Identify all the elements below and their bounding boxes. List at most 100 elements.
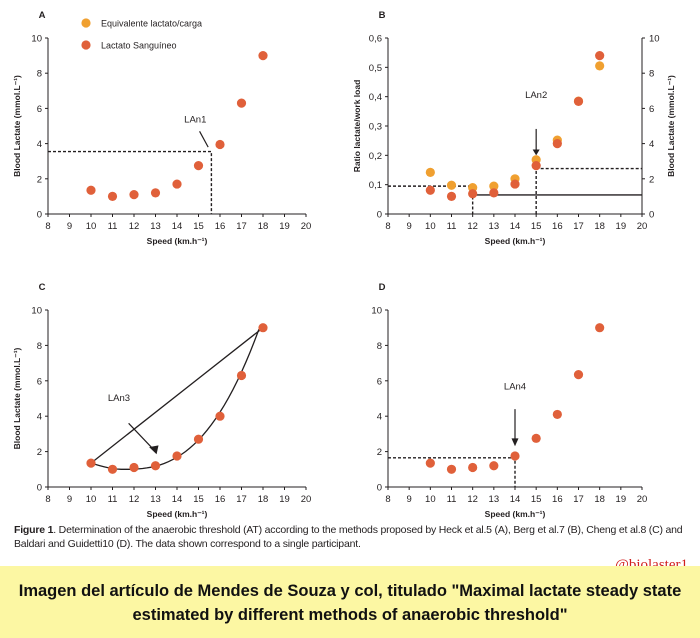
x-tick-label: 10 [425,494,436,505]
x-tick-label: 18 [594,221,605,232]
y-tick-label: 4 [37,412,42,423]
x-tick-label: 8 [45,494,50,505]
y2-tick-label: 4 [649,139,654,150]
y-tick-label: 0 [377,483,382,494]
x-tick-label: 8 [385,221,390,232]
x-tick-label: 16 [552,221,563,232]
legend-marker-orange [81,18,91,28]
y-tick-label: 6 [37,104,42,115]
data-point-red [129,462,139,473]
x-tick-label: 11 [108,494,118,505]
data-point-red [510,451,520,461]
x-tick-label: 14 [172,494,183,505]
annotation-label: LAn1 [184,114,206,125]
figure: A 8 9 10 11 12 13 14 15 16 17 18 19 20 0 2 4 6 8 10 Speed (k… [12,10,676,519]
x-tick-label: 18 [594,494,605,505]
data-point-orange [425,167,435,177]
y-tick-label: 0,2 [369,151,382,162]
data-point-red [446,464,457,474]
y-tick-label: 4 [37,139,42,150]
y2-tick-label: 2 [649,174,654,185]
x-tick-label: 10 [86,494,97,505]
panel-label: C [39,282,46,293]
chord-line [90,327,264,464]
data-point-red [595,51,605,61]
y-tick-label: 0,4 [369,92,382,103]
x-tick-label: 20 [637,494,648,505]
data-point-orange [595,61,605,71]
annotation-label: LAn3 [108,393,130,404]
y2-tick-label: 10 [649,34,660,45]
figure-caption: Figure 1. Determination of the anaerobic… [14,523,694,551]
x-tick-label: 8 [45,221,50,232]
caption-label: Figure 1 [14,524,54,536]
data-point-red [573,370,584,380]
annotation-label: LAn2 [525,90,547,101]
data-point-red [258,323,268,333]
data-point-red [446,191,457,201]
x-tick-label: 14 [510,221,521,232]
data-point-red [215,139,225,150]
data-point-red [150,188,161,198]
panel-label: A [39,10,46,21]
x-tick-label: 18 [258,221,269,232]
x-tick-label: 17 [573,221,584,232]
legend-label: Equivalente lactato/carga [101,19,202,29]
data-point-red [193,161,204,171]
x-tick-label: 15 [193,221,204,232]
y-tick-label: 6 [377,376,382,387]
x-axis-label: Speed (km.h⁻¹) [485,236,546,246]
banner [0,566,700,638]
x-tick-label: 18 [258,494,269,505]
data-point-red [236,98,247,108]
data-point-red [489,461,499,471]
data-point-red [425,185,435,195]
y2-tick-label: 8 [649,69,654,80]
y2-tick-label: 6 [649,104,654,115]
data-point-red [531,161,541,171]
annotation-label: LAn4 [504,382,526,393]
y-tick-label: 10 [31,306,42,317]
x-tick-label: 17 [236,494,247,505]
x-tick-label: 16 [215,494,226,505]
x-tick-label: 10 [425,221,436,232]
x-tick-label: 9 [407,494,412,505]
x-tick-label: 16 [215,221,226,232]
x-tick-label: 13 [489,221,500,232]
data-point-red [129,190,139,200]
x-tick-label: 12 [467,221,478,232]
data-point-red [468,189,478,199]
x-tick-label: 11 [108,221,118,232]
x-tick-label: 12 [129,494,140,505]
data-point-red [510,179,520,189]
y-tick-label: 0,1 [369,180,382,191]
x-tick-label: 19 [616,494,627,505]
x-tick-label: 12 [129,221,140,232]
y-tick-label: 10 [371,306,382,317]
y2-axis-label: Blood Lactate (mmol.L⁻¹) [666,75,676,177]
y-tick-label: 0 [37,483,42,494]
x-tick-label: 17 [236,221,247,232]
x-tick-label: 11 [447,494,457,505]
y-axis-label: Ratio lactate/work load [352,80,362,173]
panel-label: B [379,10,386,21]
data-point-red [107,464,118,474]
x-tick-label: 11 [447,221,457,232]
threshold-guide-line [48,150,213,214]
data-point-red [425,458,435,468]
data-point-red [573,96,584,106]
y-tick-label: 8 [377,341,382,352]
data-point-red [107,191,118,201]
y-tick-label: 0,5 [369,63,382,74]
caption-text: . Determination of the anaerobic thresho… [14,524,683,550]
y-tick-label: 2 [377,447,382,458]
data-point-red [86,458,96,468]
y-tick-label: 0 [37,210,42,221]
data-point-red [258,51,268,61]
data-point-red [468,462,478,473]
y-tick-label: 0 [377,210,382,221]
y-tick-label: 6 [37,376,42,387]
data-point-red [552,139,562,149]
data-point-red [172,179,182,189]
